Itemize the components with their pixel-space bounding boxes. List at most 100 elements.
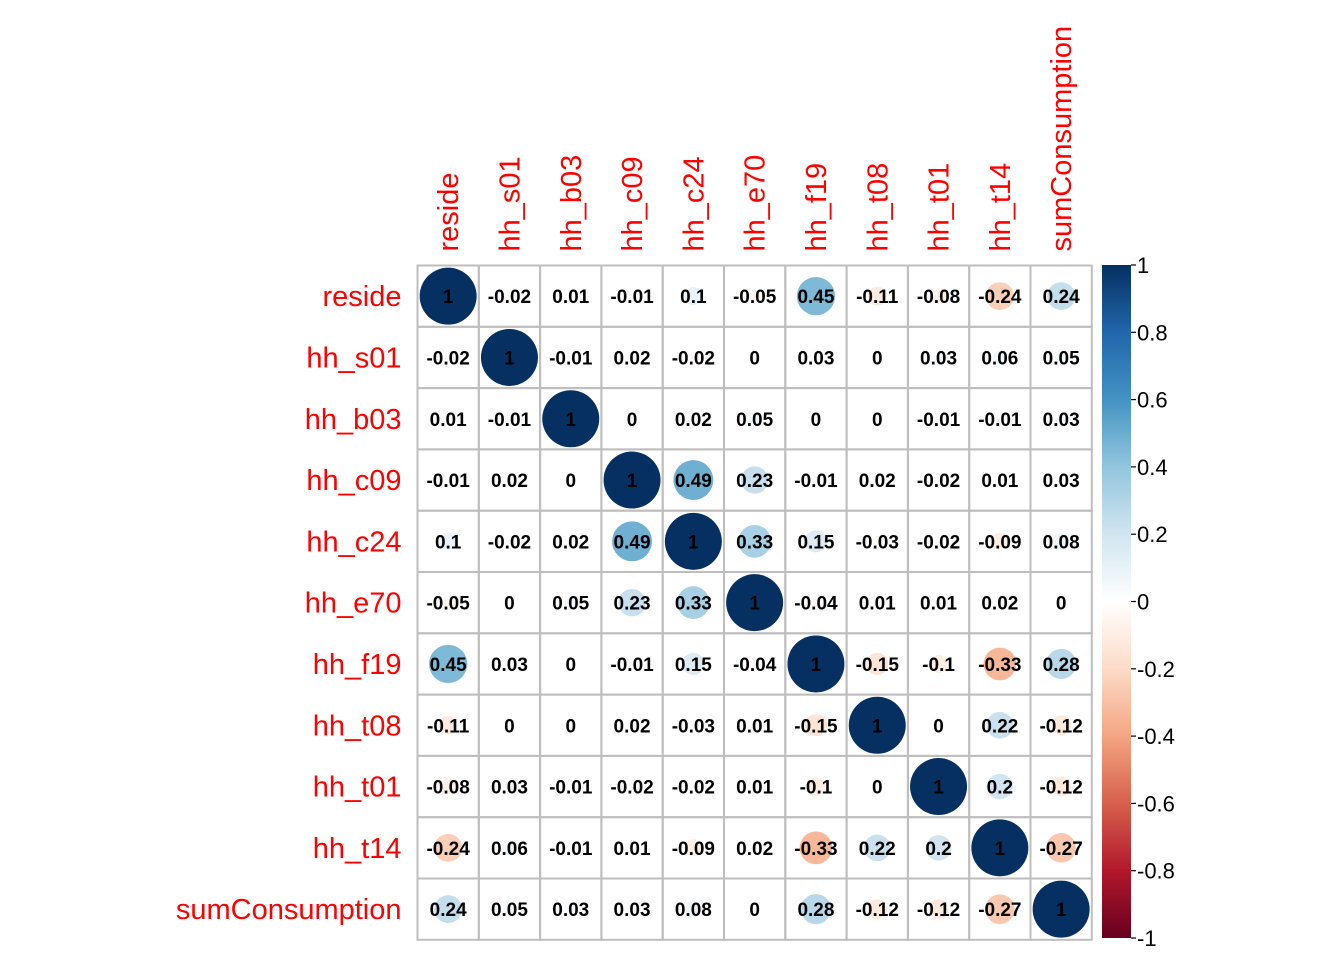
value-reside-hh_e70: -0.05	[733, 287, 777, 308]
value-hh_t01-hh_t08: 0	[872, 778, 883, 799]
circle-hh_t01-reside	[440, 778, 457, 795]
circle-sumConsumption-reside	[434, 895, 463, 924]
legend-tick-label: -0.6	[1137, 791, 1175, 816]
value-hh_f19-hh_e70: -0.04	[733, 655, 777, 676]
value-hh_t08-hh_t01: 0	[933, 716, 944, 737]
value-hh_s01-hh_b03: -0.01	[549, 348, 593, 369]
legend-tick-label: 0.2	[1137, 522, 1168, 547]
value-hh_b03-hh_b03: 1	[565, 410, 576, 431]
circle-hh_s01-sumConsumption	[1054, 351, 1068, 364]
value-hh_e70-hh_f19: -0.04	[794, 594, 838, 615]
value-hh_t08-hh_f19: -0.15	[794, 716, 838, 737]
circle-reside-sumConsumption	[1047, 282, 1076, 311]
value-hh_c24-hh_c09: 0.49	[614, 532, 651, 553]
value-sumConsumption-hh_b03: 0.03	[552, 900, 589, 921]
value-hh_e70-hh_t08: 0.01	[859, 594, 896, 615]
column-label-hh_c09: hh_c09	[617, 156, 649, 251]
value-hh_t01-hh_t14: 0.2	[987, 778, 1013, 799]
row-label-hh_b03: hh_b03	[305, 404, 402, 436]
circle-hh_b03-hh_t14	[997, 415, 1003, 422]
value-sumConsumption-hh_t14: -0.27	[978, 900, 1021, 921]
value-hh_s01-hh_c09: 0.02	[614, 348, 651, 369]
circle-sumConsumption-hh_t14	[985, 894, 1015, 924]
value-hh_t08-sumConsumption: -0.12	[1039, 716, 1082, 737]
legend-tick-label: -1	[1137, 926, 1157, 951]
value-hh_c24-hh_s01: -0.02	[488, 532, 531, 553]
circle-hh_c09-hh_e70	[740, 466, 769, 494]
value-reside-hh_s01: -0.02	[488, 287, 531, 308]
value-hh_t01-hh_e70: 0.01	[736, 778, 773, 799]
circle-hh_t01-hh_f19	[806, 777, 825, 796]
circle-hh_t08-hh_f19	[804, 714, 827, 737]
circle-hh_c24-hh_t01	[934, 537, 943, 546]
circle-hh_t14-hh_t14	[971, 819, 1029, 877]
value-hh_b03-hh_f19: 0	[811, 410, 822, 431]
circle-hh_b03-sumConsumption	[1056, 413, 1067, 424]
circle-hh_c24-hh_b03	[566, 537, 575, 546]
circle-hh_t14-reside	[434, 833, 463, 862]
circle-hh_c24-hh_t14	[991, 532, 1009, 550]
circle-hh_t08-hh_c24	[688, 720, 699, 731]
value-hh_c24-hh_b03: 0.02	[552, 532, 589, 553]
value-hh_t14-hh_e70: 0.02	[736, 839, 773, 860]
value-hh_t08-hh_b03: 0	[565, 716, 576, 737]
value-hh_c09-sumConsumption: 0.03	[1043, 471, 1080, 492]
value-hh_t01-hh_c09: -0.02	[610, 778, 653, 799]
circle-hh_t14-hh_f19	[799, 831, 833, 865]
circle-hh_c24-hh_t08	[872, 536, 883, 547]
value-hh_t01-hh_s01: 0.03	[491, 778, 528, 799]
legend-tick-label: -0.2	[1137, 657, 1175, 682]
value-hh_c24-sumConsumption: 0.08	[1043, 532, 1080, 553]
circle-sumConsumption-sumConsumption	[1032, 880, 1090, 938]
value-hh_t01-sumConsumption: -0.12	[1039, 778, 1082, 799]
circle-hh_e70-hh_t01	[935, 599, 942, 606]
value-hh_f19-hh_t01: -0.1	[922, 655, 955, 676]
value-hh_f19-hh_f19: 1	[811, 655, 822, 676]
circle-hh_c09-hh_t08	[873, 476, 882, 485]
value-hh_t08-reside: -0.11	[427, 716, 470, 737]
value-hh_t14-hh_t01: 0.2	[925, 839, 951, 860]
circle-reside-hh_b03	[567, 293, 574, 299]
value-hh_b03-hh_e70: 0.05	[736, 410, 773, 431]
value-hh_e70-sumConsumption: 0	[1056, 594, 1067, 615]
column-labels: reside hh_s01 hh_b03 hh_c09 hh_c24 hh_e70 hh_f…	[433, 26, 1078, 252]
value-hh_e70-hh_t01: 0.01	[920, 594, 957, 615]
circle-hh_f19-hh_c09	[629, 661, 635, 667]
circle-hh_c09-sumConsumption	[1056, 475, 1067, 485]
value-reside-hh_t01: -0.08	[917, 287, 960, 308]
circle-hh_e70-reside	[441, 596, 455, 610]
row-label-reside: reside	[323, 281, 402, 313]
value-hh_s01-hh_f19: 0.03	[797, 348, 834, 369]
value-hh_s01-hh_e70: 0	[749, 348, 760, 369]
circle-hh_t08-hh_t14	[986, 711, 1014, 739]
circle-reside-hh_t01	[930, 288, 947, 305]
circle-reside-hh_t08	[867, 286, 887, 306]
row-label-hh_t14: hh_t14	[313, 833, 402, 865]
circle-sumConsumption-hh_c09	[627, 904, 637, 915]
column-label-hh_t08: hh_t08	[862, 163, 894, 252]
column-label-hh_b03: hh_b03	[556, 155, 588, 252]
value-hh_t01-hh_b03: -0.01	[549, 778, 593, 799]
value-sumConsumption-hh_c09: 0.03	[614, 900, 651, 921]
circle-hh_s01-hh_c24	[689, 353, 698, 362]
circle-sumConsumption-hh_s01	[503, 902, 516, 916]
value-reside-hh_c24: 0.1	[680, 287, 707, 308]
value-hh_t14-hh_t14: 1	[995, 839, 1006, 860]
circle-hh_b03-hh_e70	[748, 412, 762, 426]
circle-hh_t14-hh_s01	[502, 840, 517, 855]
value-labels: 1 -0.02 0.01 -0.01 0.1 -0.05 0.45 -0.11 -0.08 -0.…	[426, 287, 1082, 921]
value-hh_f19-sumConsumption: 0.28	[1043, 655, 1080, 676]
row-labels: reside hh_s01 hh_b03 hh_c09 hh_c24 hh_e70 hh_f…	[176, 281, 402, 926]
value-hh_t14-hh_t08: 0.22	[859, 839, 896, 860]
circle-hh_c24-hh_s01	[505, 537, 514, 546]
circle-hh_t14-hh_t08	[863, 834, 891, 862]
value-hh_b03-hh_t01: -0.01	[917, 410, 961, 431]
circle-hh_c24-hh_c09	[612, 521, 652, 562]
circle-sumConsumption-hh_b03	[565, 904, 576, 915]
circle-hh_s01-hh_t14	[992, 350, 1007, 365]
value-sumConsumption-hh_c24: 0.08	[675, 900, 712, 921]
circle-hh_b03-hh_c24	[689, 414, 698, 423]
value-hh_b03-hh_t08: 0	[872, 410, 883, 431]
circle-hh_c09-hh_t01	[934, 476, 943, 485]
value-hh_b03-hh_s01: -0.01	[488, 410, 532, 431]
